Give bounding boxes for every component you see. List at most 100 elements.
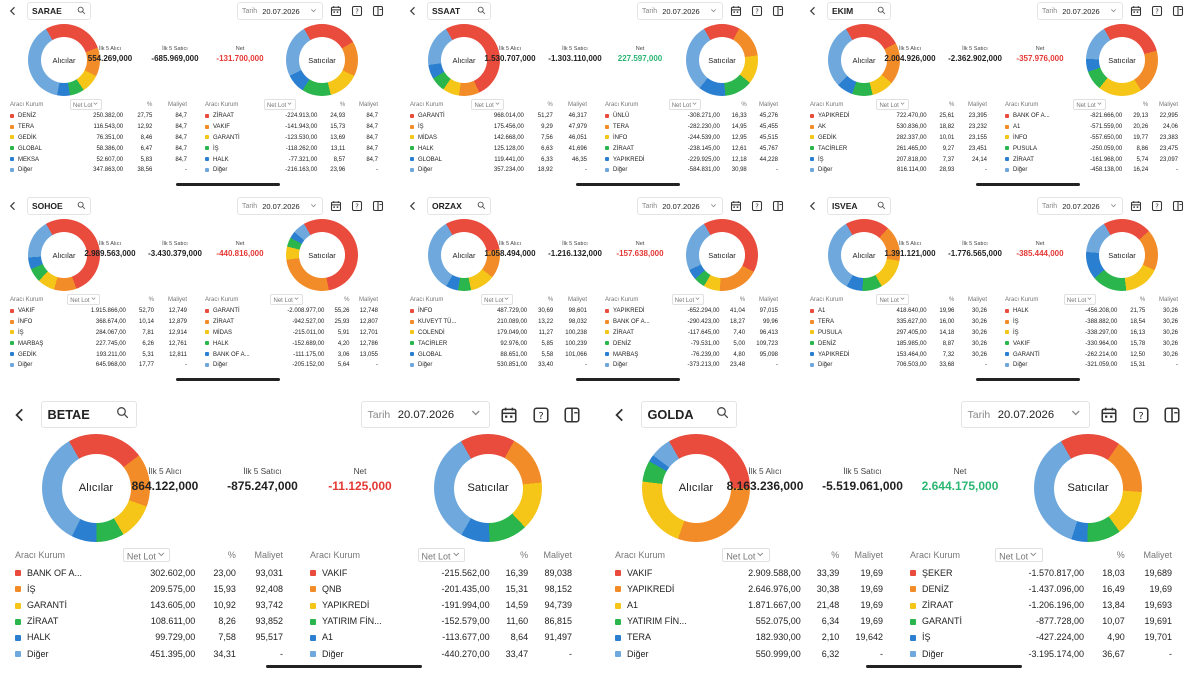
table-row[interactable]: İŞ 175.456,00 9,29 47,979	[404, 122, 591, 133]
panel-toggle-button[interactable]	[770, 198, 786, 214]
table-row[interactable]: YAPIKREDİ -191.994,00 14,59 94,739	[301, 597, 578, 613]
table-row[interactable]: HALK 99.729,00 7,58 95,517	[6, 629, 289, 645]
table-row[interactable]: TERA 182.930,00 2,10 19,642	[606, 629, 889, 645]
netlot-sort-button[interactable]: Net Lot	[1063, 294, 1097, 305]
table-row[interactable]: GARANTİ 143.605,00 10,92 93,742	[6, 597, 289, 613]
help-button[interactable]: ?	[349, 3, 365, 19]
table-row[interactable]: İŞ 284.067,00 7,81 12,914	[4, 328, 191, 339]
table-row[interactable]: ZİRAAT -942.527,00 25,93 12,807	[199, 317, 382, 328]
help-button[interactable]: ?	[529, 403, 553, 427]
table-row[interactable]: VAKIF 2.909.588,00 33,39 19,69	[606, 565, 889, 581]
back-button[interactable]	[4, 2, 22, 20]
calendar-button[interactable]	[1128, 198, 1144, 214]
table-row[interactable]: MİDAS 142.668,00 7,56 46,051	[404, 133, 591, 144]
table-row[interactable]: İNFO -244.539,00 12,95 45,515	[599, 133, 782, 144]
table-row[interactable]: İNFO 487.729,00 30,69 98,601	[404, 306, 591, 317]
col-netlot-header[interactable]: Net Lot	[1073, 98, 1126, 111]
netlot-sort-button[interactable]: Net Lot	[471, 99, 504, 110]
netlot-sort-button[interactable]: Net Lot	[876, 99, 909, 110]
col-netlot-header[interactable]: Net Lot	[876, 98, 930, 111]
table-row[interactable]: MARBAŞ -76.239,00 4,80 95,098	[599, 349, 782, 360]
table-row[interactable]: TACİRLER 92.976,00 5,85 100,239	[404, 338, 591, 349]
table-row[interactable]: Diğer -3.195.174,00 36,67 -	[901, 645, 1178, 661]
help-button[interactable]: ?	[1129, 403, 1153, 427]
table-row[interactable]: GARANTİ -877.728,00 10,07 19,691	[901, 613, 1178, 629]
col-netlot-header[interactable]: Net Lot	[995, 545, 1090, 565]
table-row[interactable]: ZİRAAT -224.913,00 24,93 84,7	[199, 111, 382, 122]
table-row[interactable]: DENİZ 185.985,00 8,87 30,26	[804, 338, 991, 349]
back-button[interactable]	[4, 197, 22, 215]
table-row[interactable]: ÜNLÜ -308.271,00 16,33 45,276	[599, 111, 782, 122]
scroll-indicator[interactable]	[975, 183, 1080, 186]
netlot-sort-button[interactable]: Net Lot	[481, 294, 514, 305]
date-picker[interactable]: Tarih 20.07.2026	[237, 197, 323, 215]
table-row[interactable]: DENİZ 250.382,00 27,75 84,7	[4, 111, 191, 122]
date-picker[interactable]: Tarih 20.07.2026	[360, 401, 490, 428]
table-row[interactable]: Diğer -373.213,00 23,48 -	[599, 360, 782, 371]
help-button[interactable]: ?	[1149, 198, 1165, 214]
table-row[interactable]: Diğer 816.114,00 28,93 -	[804, 165, 991, 176]
table-row[interactable]: COLENDİ 179.049,00 11,27 100,238	[404, 328, 591, 339]
table-row[interactable]: YATIRIM FİN... 552.075,00 6,34 19,69	[606, 613, 889, 629]
table-row[interactable]: PUSULA -250.059,00 8,86 23,475	[999, 143, 1182, 154]
panel-toggle-button[interactable]	[1170, 3, 1186, 19]
table-row[interactable]: HALK 125.128,00 6,63 41,696	[404, 143, 591, 154]
table-row[interactable]: GLOBAL 58.386,00 6,47 84,7	[4, 143, 191, 154]
table-row[interactable]: A1 -113.677,00 8,64 91,497	[301, 629, 578, 645]
table-row[interactable]: MİDAS -215.011,00 5,91 12,701	[199, 328, 382, 339]
table-row[interactable]: Diğer 550.999,00 6,32 -	[606, 645, 889, 661]
netlot-sort-button[interactable]: Net Lot	[67, 294, 100, 305]
table-row[interactable]: MARBAŞ 227.745,00 6,26 12,761	[4, 338, 191, 349]
calendar-button[interactable]	[497, 403, 521, 427]
table-row[interactable]: ZİRAAT -1.206.196,00 13,84 19,693	[901, 597, 1178, 613]
scroll-indicator[interactable]	[175, 378, 280, 381]
table-row[interactable]: İNFO 368.674,00 10,14 12,879	[4, 317, 191, 328]
table-row[interactable]: Diğer -584.831,00 30,98 -	[599, 165, 782, 176]
search-icon[interactable]	[77, 6, 86, 17]
scroll-indicator[interactable]	[975, 378, 1080, 381]
table-row[interactable]: HALK -77.321,00 8,57 84,7	[199, 154, 382, 165]
table-row[interactable]: Diğer 451.395,00 34,31 -	[6, 645, 289, 661]
col-netlot-header[interactable]: Net Lot	[1063, 293, 1121, 306]
table-row[interactable]: A1 -571.559,00 20,26 24,06	[999, 122, 1182, 133]
table-row[interactable]: GEDİK 282.337,00 10,01 23,155	[804, 133, 991, 144]
netlot-sort-button[interactable]: Net Lot	[668, 99, 702, 110]
netlot-sort-button[interactable]: Net Lot	[263, 99, 297, 110]
table-row[interactable]: TERA 116.543,00 12,92 84,7	[4, 122, 191, 133]
table-row[interactable]: YAPIKREDİ -652.294,00 41,04 97,015	[599, 306, 782, 317]
col-netlot-header[interactable]: Net Lot	[417, 545, 496, 565]
table-row[interactable]: İŞ -427.224,00 4,90 19,701	[901, 629, 1178, 645]
table-row[interactable]: TACİRLER 261.465,00 9,27 23,451	[804, 143, 991, 154]
table-row[interactable]: BANK OF A... 302.602,00 23,00 93,031	[6, 565, 289, 581]
table-row[interactable]: TERA -282.230,00 14,95 45,455	[599, 122, 782, 133]
ticker-search-field[interactable]: SSAAT	[427, 2, 491, 20]
calendar-button[interactable]	[1128, 3, 1144, 19]
table-row[interactable]: MEKSA 52.607,00 5,83 84,7	[4, 154, 191, 165]
table-row[interactable]: İŞ 209.575,00 15,93 92,408	[6, 581, 289, 597]
table-row[interactable]: GLOBAL 88.651,00 5,58 101,066	[404, 349, 591, 360]
ticker-search-field[interactable]: SARAE	[27, 2, 91, 20]
table-row[interactable]: Diğer -205.152,00 5,64 -	[199, 360, 382, 371]
date-picker[interactable]: Tarih 20.07.2026	[960, 401, 1090, 428]
help-button[interactable]: ?	[749, 3, 765, 19]
col-netlot-header[interactable]: Net Lot	[668, 98, 724, 111]
panel-toggle-button[interactable]	[1170, 198, 1186, 214]
table-row[interactable]: Diğer -216.163,00 23,96 -	[199, 165, 382, 176]
table-row[interactable]: Diğer 645.968,00 17,77 -	[4, 360, 191, 371]
help-button[interactable]: ?	[1149, 3, 1165, 19]
table-row[interactable]: Diğer -440.270,00 33,47 -	[301, 645, 578, 661]
table-row[interactable]: A1 1.871.667,00 21,48 19,69	[606, 597, 889, 613]
col-netlot-header[interactable]: Net Lot	[671, 293, 724, 306]
back-button[interactable]	[404, 197, 422, 215]
table-row[interactable]: A1 418.640,00 19,96 30,26	[804, 306, 991, 317]
table-row[interactable]: İŞ -118.262,00 13,11 84,7	[199, 143, 382, 154]
back-button[interactable]	[6, 401, 33, 428]
back-button[interactable]	[804, 2, 822, 20]
date-picker[interactable]: Tarih 20.07.2026	[1037, 197, 1123, 215]
search-icon[interactable]	[877, 6, 886, 17]
table-row[interactable]: YAPIKREDİ -229.925,00 12,18 44,228	[599, 154, 782, 165]
table-row[interactable]: PUSULA 297.405,00 14,18 30,26	[804, 328, 991, 339]
netlot-sort-button[interactable]: Net Lot	[876, 294, 909, 305]
table-row[interactable]: GEDİK 193.211,00 5,31 12,811	[4, 349, 191, 360]
table-row[interactable]: Diğer 530.851,00 33,40 -	[404, 360, 591, 371]
